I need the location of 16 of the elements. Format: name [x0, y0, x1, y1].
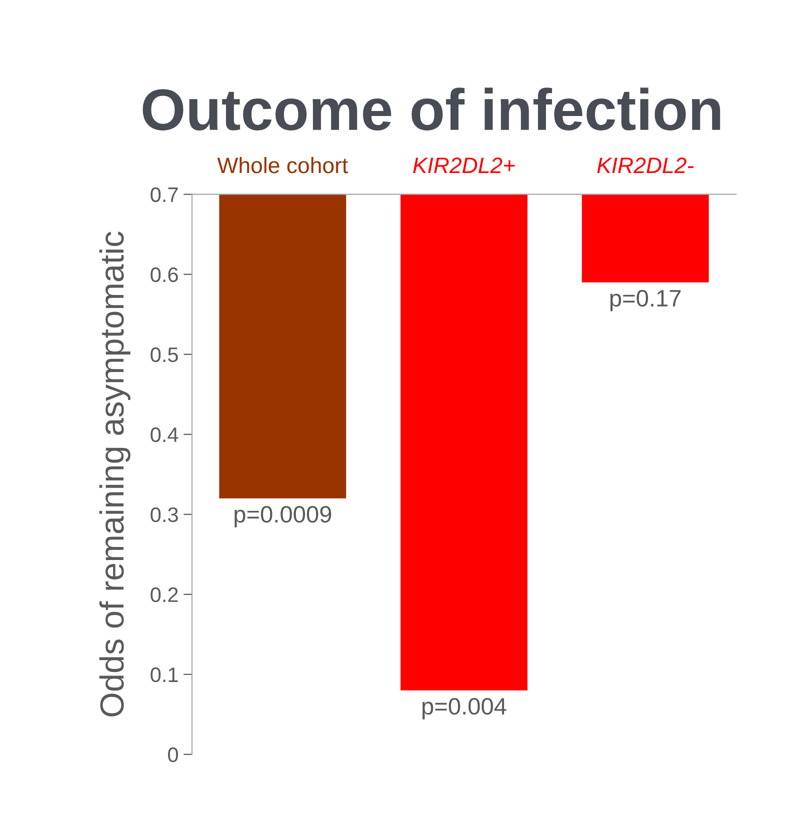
- annotation: p=0.17: [610, 290, 681, 312]
- y-tick-label: 0.3: [150, 507, 178, 522]
- x-tick-label: KIR2DL2-: [597, 158, 694, 174]
- y-tick-label: 0.5: [150, 347, 178, 362]
- y-tick-label: 0.2: [150, 587, 178, 602]
- y-axis-title: Odds of remaining asymptomatic: [99, 232, 130, 716]
- chart-title: Outcome of infection: [142, 88, 720, 130]
- y-tick-label: 0.7: [150, 187, 178, 202]
- y-tick-label: 0.6: [150, 267, 178, 282]
- y-tick-label: 0: [168, 747, 178, 762]
- annotation: p=0.0009: [234, 506, 332, 528]
- y-tick-label: 0.1: [150, 667, 178, 682]
- x-tick-label: Whole cohort: [217, 156, 348, 174]
- x-tick-label: KIR2DL2+: [413, 158, 515, 174]
- y-tick-label: 0.4: [150, 427, 178, 442]
- annotation: p=0.004: [422, 698, 506, 720]
